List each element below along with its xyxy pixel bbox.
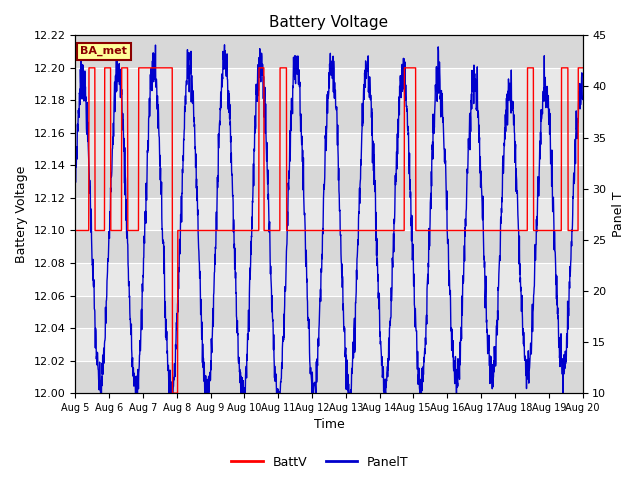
Bar xyxy=(76,230,582,263)
Y-axis label: Battery Voltage: Battery Voltage xyxy=(15,166,28,263)
Bar xyxy=(76,100,582,133)
Bar xyxy=(76,166,582,198)
Bar xyxy=(76,198,582,230)
Bar xyxy=(76,296,582,328)
Bar xyxy=(76,328,582,360)
Bar xyxy=(76,133,582,166)
Bar xyxy=(76,68,582,100)
Bar xyxy=(76,36,582,68)
Legend: BattV, PanelT: BattV, PanelT xyxy=(227,451,413,474)
Y-axis label: Panel T: Panel T xyxy=(612,192,625,237)
Bar xyxy=(76,360,582,393)
X-axis label: Time: Time xyxy=(314,419,344,432)
Text: BA_met: BA_met xyxy=(81,46,127,56)
Bar xyxy=(76,263,582,296)
Title: Battery Voltage: Battery Voltage xyxy=(269,15,388,30)
